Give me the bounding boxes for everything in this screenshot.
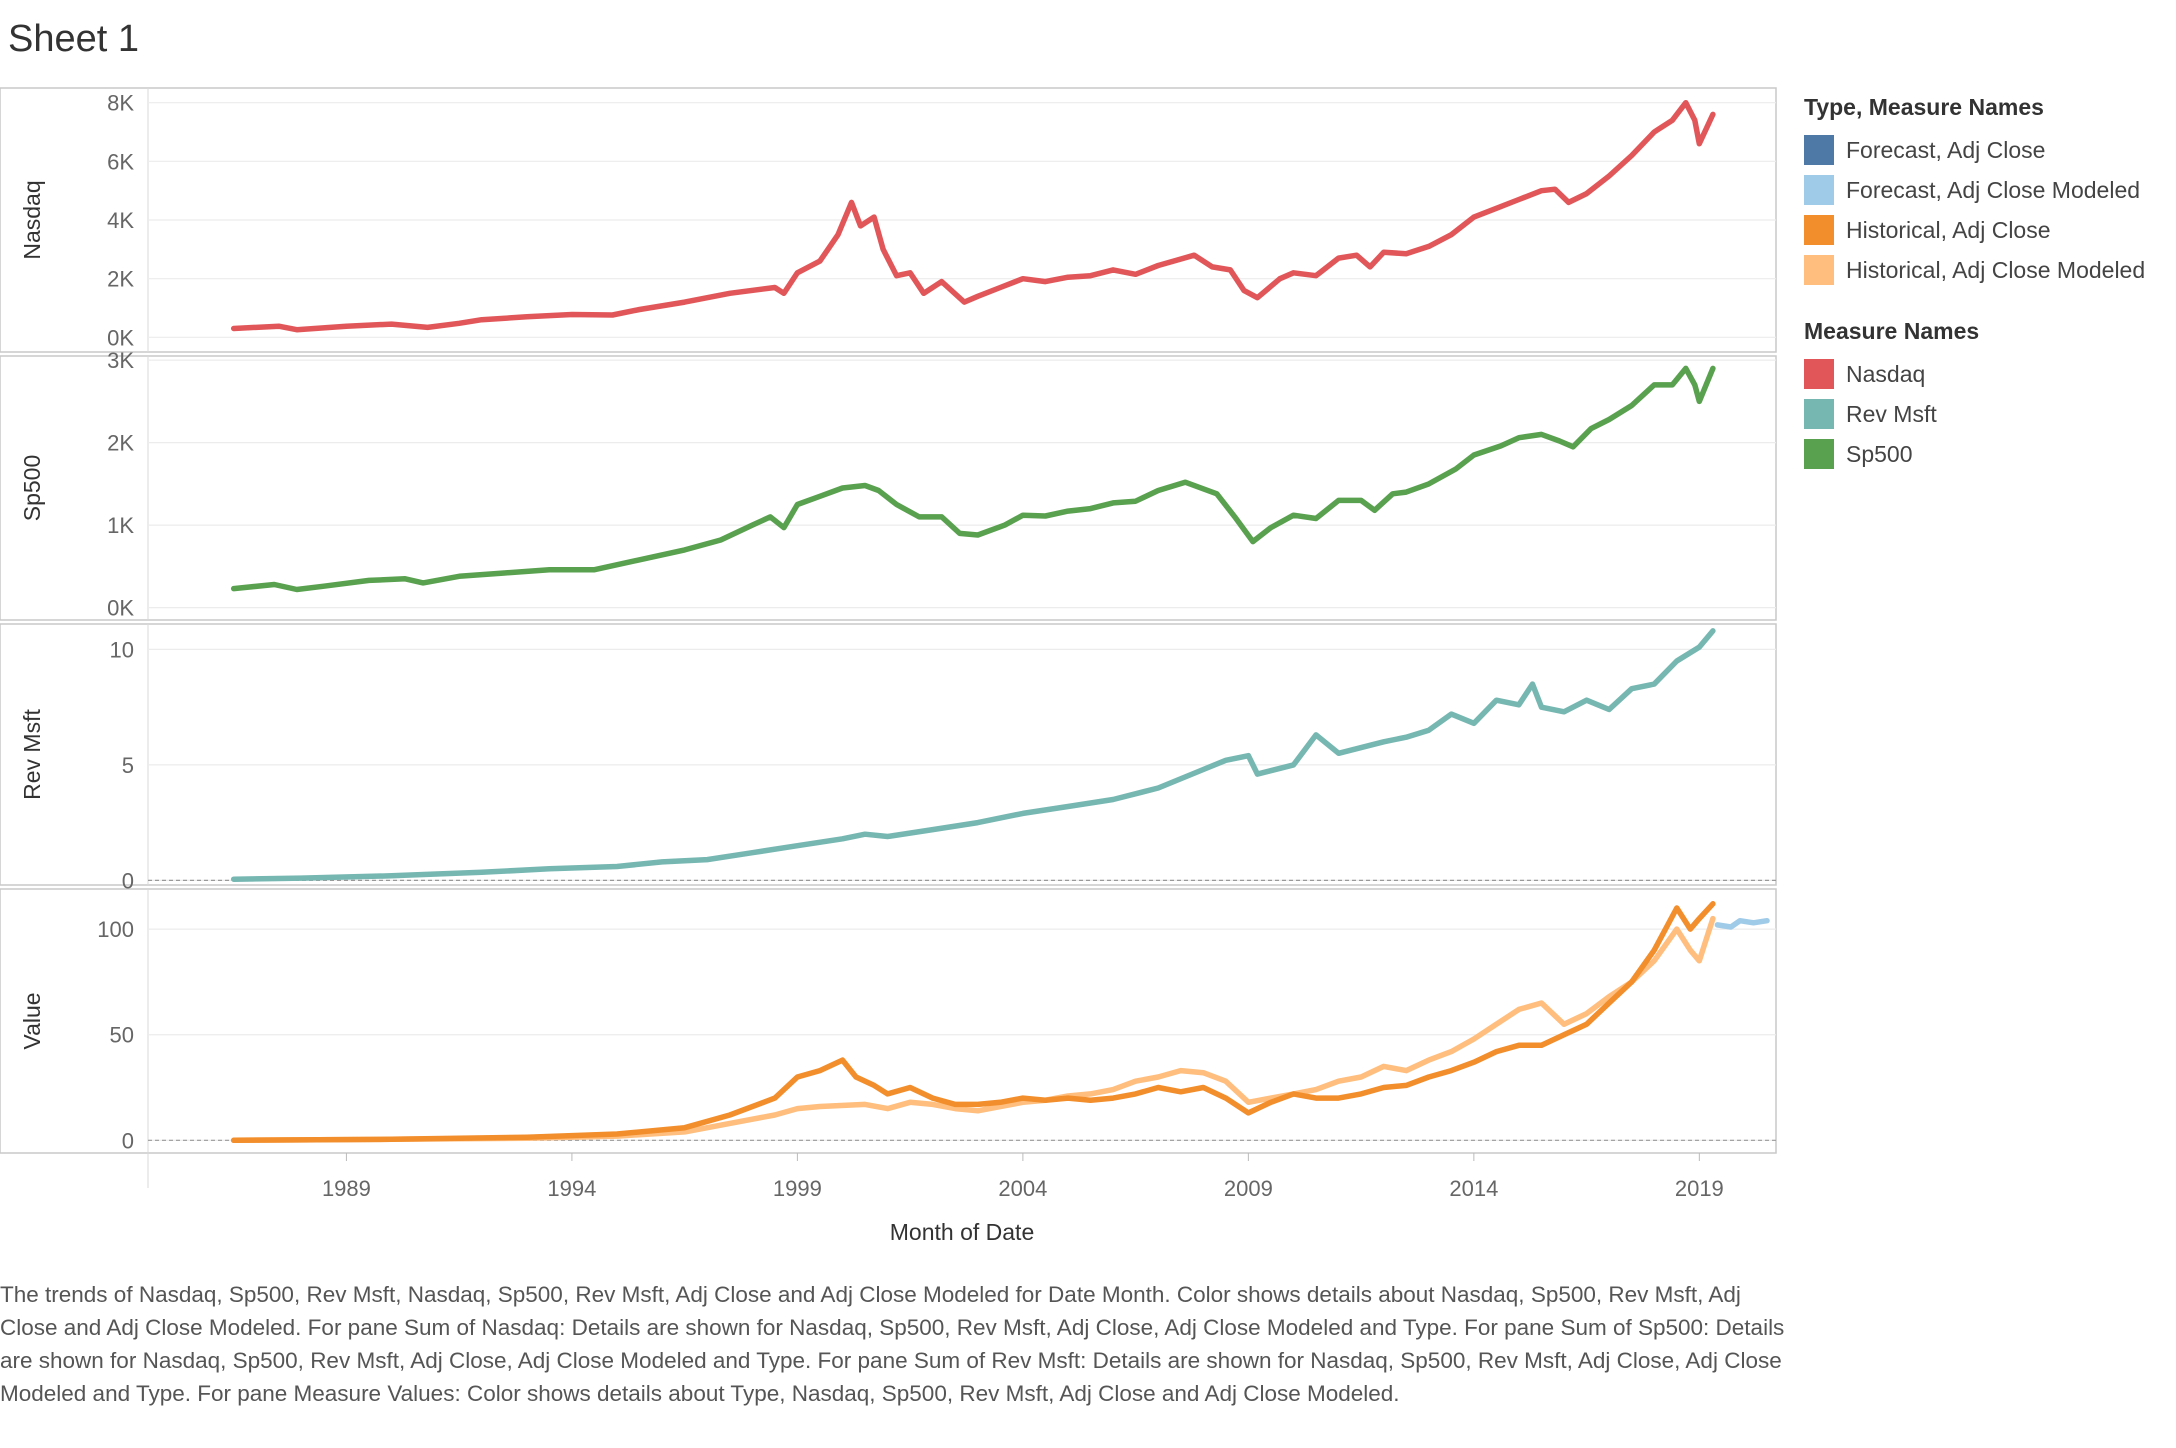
y-tick-label: 1K xyxy=(107,513,134,538)
legend-title: Measure Names xyxy=(1804,318,1980,344)
legend-swatch xyxy=(1804,399,1834,429)
x-axis: 1989 1994 1999 2004 2009 2014 2019 xyxy=(147,1153,1724,1201)
legend-label: Sp500 xyxy=(1846,440,1913,467)
legend-swatch xyxy=(1804,175,1834,205)
legend-item[interactable]: Forecast, Adj Close xyxy=(1804,130,2176,170)
series-line xyxy=(230,901,1716,1144)
legend-item[interactable]: Historical, Adj Close Modeled xyxy=(1804,250,2176,290)
gridlines xyxy=(148,102,1776,1141)
y-tick-label: 6K xyxy=(107,149,134,174)
legend-swatch xyxy=(1804,359,1834,389)
series-line xyxy=(230,99,1716,333)
legend-label: Forecast, Adj Close Modeled xyxy=(1846,176,2141,203)
x-tick-label: 1994 xyxy=(547,1176,596,1201)
pane-frame xyxy=(0,623,1777,886)
y-axis-label: Value xyxy=(19,992,45,1049)
y-tick-label: 0K xyxy=(107,596,134,621)
legend-item[interactable]: Nasdaq xyxy=(1804,354,2176,394)
series-line xyxy=(230,365,1716,593)
legend-label: Nasdaq xyxy=(1846,360,1926,387)
zero-lines xyxy=(148,879,1776,1141)
x-tick-label: 1999 xyxy=(773,1176,822,1201)
pane-frame xyxy=(0,888,1777,1154)
pane-frames xyxy=(0,87,1777,1154)
legend-item[interactable]: Rev Msft xyxy=(1804,394,2176,434)
legend-label: Rev Msft xyxy=(1846,400,1937,427)
x-tick-label: 2019 xyxy=(1675,1176,1724,1201)
legend-label: Historical, Adj Close xyxy=(1846,216,2051,243)
y-tick-label: 4K xyxy=(107,208,134,233)
legend-title: Type, Measure Names xyxy=(1804,94,2044,120)
legend-group-type: Type, Measure Names Forecast, Adj Close … xyxy=(1804,92,2176,290)
series-line xyxy=(230,628,1716,882)
legend-label: Historical, Adj Close Modeled xyxy=(1846,256,2146,283)
y-axis-label: Rev Msft xyxy=(19,709,45,800)
series-line xyxy=(1714,917,1770,930)
legend-item[interactable]: Sp500 xyxy=(1804,434,2176,474)
y-axis-label: Nasdaq xyxy=(19,180,45,259)
legend-swatch xyxy=(1804,135,1834,165)
y-tick-label: 0 xyxy=(122,868,134,893)
y-tick-label: 8K xyxy=(107,91,134,116)
y-tick-label: 2K xyxy=(107,267,134,292)
legend-item[interactable]: Forecast, Adj Close Modeled xyxy=(1804,170,2176,210)
series-line xyxy=(230,915,1716,1144)
x-tick-label: 2009 xyxy=(1224,1176,1273,1201)
x-axis-label: Month of Date xyxy=(890,1219,1034,1245)
legend-swatch xyxy=(1804,439,1834,469)
caption: The trends of Nasdaq, Sp500, Rev Msft, N… xyxy=(0,1282,1785,1406)
y-axis-label: Sp500 xyxy=(19,455,45,522)
x-tick-label: 2014 xyxy=(1449,1176,1498,1201)
legend-item[interactable]: Historical, Adj Close xyxy=(1804,210,2176,250)
y-tick-label: 5 xyxy=(122,753,134,778)
legend-swatch xyxy=(1804,215,1834,245)
y-tick-label: 0K xyxy=(107,325,134,350)
y-tick-label: 0 xyxy=(122,1128,134,1153)
legend-group-measures: Measure Names Nasdaq Rev Msft Sp500 xyxy=(1804,316,2176,474)
legend: Type, Measure Names Forecast, Adj Close … xyxy=(1804,92,2176,500)
y-tick-label: 10 xyxy=(110,637,134,662)
y-tick-label: 50 xyxy=(110,1023,134,1048)
y-tick-label: 100 xyxy=(97,917,134,942)
sheet-title: Sheet 1 xyxy=(8,18,139,60)
series-lines xyxy=(230,99,1770,1144)
y-axis-labels: Nasdaq Sp500 Rev Msft Value xyxy=(19,180,45,1049)
y-tick-label: 3K xyxy=(107,348,134,373)
legend-label: Forecast, Adj Close xyxy=(1846,136,2046,163)
x-tick-label: 2004 xyxy=(998,1176,1047,1201)
y-tick-label: 2K xyxy=(107,431,134,456)
x-tick-label: 1989 xyxy=(322,1176,371,1201)
legend-swatch xyxy=(1804,255,1834,285)
pane-frame xyxy=(0,355,1777,621)
